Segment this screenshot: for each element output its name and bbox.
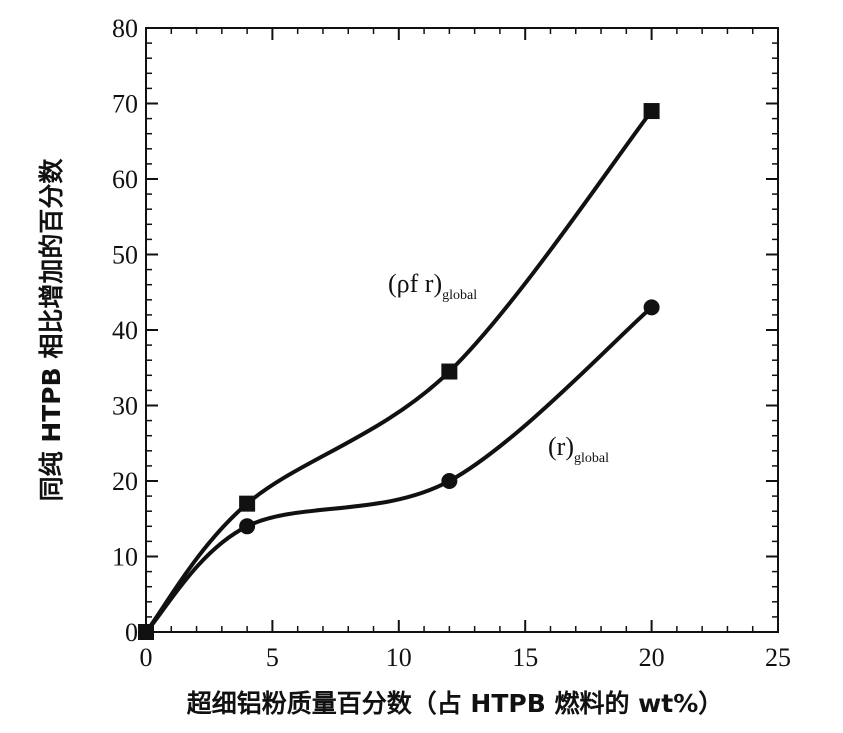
x-axis-ticks: 0 5 10 15 20 25 (140, 28, 791, 672)
plot-frame (145, 27, 779, 633)
y-axis-title: 同纯 HTPB 相比增加的百分数 (37, 158, 66, 502)
x-tick-label: 15 (512, 643, 538, 672)
series-markers (138, 103, 660, 640)
x-tick-label: 25 (765, 643, 791, 672)
y-axis-ticks: 0 10 20 30 40 50 60 70 80 (112, 14, 778, 647)
y-tick-label: 0 (125, 618, 138, 647)
series-label-rho-f-r: (ρf r)global (388, 269, 477, 303)
y-tick-label: 60 (112, 165, 138, 194)
y-tick-label: 20 (112, 467, 138, 496)
x-tick-label: 0 (140, 643, 153, 672)
circle-marker (138, 624, 154, 640)
square-marker (643, 103, 660, 120)
y-tick-label: 40 (112, 316, 138, 345)
series-line-1 (144, 305, 654, 634)
circle-marker (643, 299, 660, 316)
square-marker (441, 363, 458, 380)
series-line-0 (144, 109, 654, 634)
series-curves (144, 109, 654, 634)
square-marker (239, 495, 256, 512)
y-tick-label: 50 (112, 241, 138, 270)
circle-marker (239, 518, 256, 535)
y-tick-label: 10 (112, 543, 138, 572)
y-tick-label: 70 (112, 90, 138, 119)
y-tick-label: 30 (112, 392, 138, 421)
y-tick-label: 80 (112, 14, 138, 43)
series-label-r: (r)global (548, 432, 609, 466)
x-tick-label: 20 (639, 643, 665, 672)
x-axis-title: 超细铝粉质量百分数（占 HTPB 燃料的 wt%） (187, 689, 724, 718)
x-tick-label: 10 (386, 643, 412, 672)
circle-marker (441, 473, 458, 489)
x-tick-label: 5 (266, 643, 279, 672)
